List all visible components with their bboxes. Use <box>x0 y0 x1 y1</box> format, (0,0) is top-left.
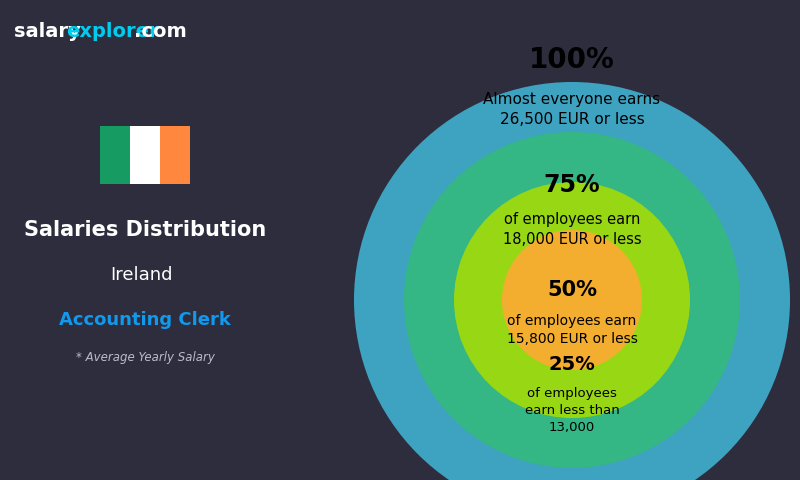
Circle shape <box>404 132 740 468</box>
Circle shape <box>454 182 690 418</box>
Text: Salaries Distribution: Salaries Distribution <box>24 220 266 240</box>
Text: explorer: explorer <box>66 22 158 41</box>
Bar <box>130 126 160 184</box>
Text: 25%: 25% <box>549 356 595 374</box>
Text: salary: salary <box>14 22 81 41</box>
Text: Almost everyone earns
26,500 EUR or less: Almost everyone earns 26,500 EUR or less <box>483 92 661 127</box>
Text: Ireland: Ireland <box>110 266 173 284</box>
Bar <box>100 126 130 184</box>
Bar <box>160 126 190 184</box>
Circle shape <box>502 230 642 370</box>
Text: .com: .com <box>134 22 186 41</box>
Text: of employees earn
15,800 EUR or less: of employees earn 15,800 EUR or less <box>506 314 638 347</box>
Text: Accounting Clerk: Accounting Clerk <box>59 311 231 329</box>
Circle shape <box>354 82 790 480</box>
Text: 50%: 50% <box>547 280 597 300</box>
Text: of employees earn
18,000 EUR or less: of employees earn 18,000 EUR or less <box>502 212 642 247</box>
Text: of employees
earn less than
13,000: of employees earn less than 13,000 <box>525 387 619 434</box>
Text: 75%: 75% <box>544 173 600 197</box>
Text: 100%: 100% <box>529 46 615 74</box>
Text: * Average Yearly Salary: * Average Yearly Salary <box>75 351 214 364</box>
